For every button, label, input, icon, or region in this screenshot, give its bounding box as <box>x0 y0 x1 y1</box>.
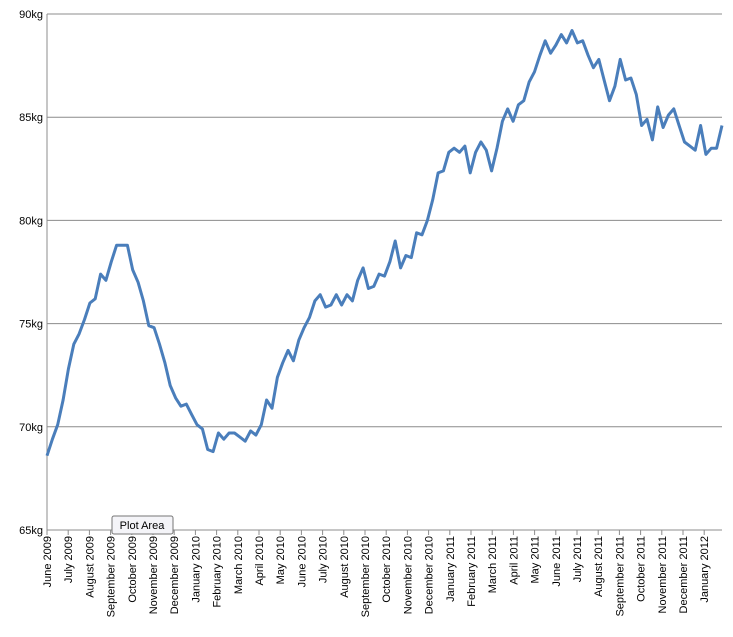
x-tick-label: June 2010 <box>296 536 308 587</box>
x-tick-label: October 2009 <box>127 536 139 603</box>
y-tick-label: 75kg <box>19 319 43 331</box>
x-tick-label: May 2010 <box>275 536 287 584</box>
x-tick-label: December 2009 <box>169 536 181 614</box>
x-tick-label: October 2011 <box>636 536 648 602</box>
x-tick-label: October 2010 <box>381 536 393 603</box>
y-tick-label: 80kg <box>19 215 43 227</box>
x-tick-label: September 2010 <box>360 536 372 617</box>
x-tick-label: November 2011 <box>657 536 669 613</box>
x-tick-label: March 2011 <box>487 536 499 593</box>
x-tick-label: February 2010 <box>212 536 224 608</box>
x-tick-label: November 2009 <box>148 536 160 614</box>
x-tick-label: April 2010 <box>254 536 266 586</box>
x-tick-label: March 2010 <box>233 536 245 594</box>
tooltip-text: Plot Area <box>120 520 166 532</box>
y-tick-label: 65kg <box>19 525 43 537</box>
y-tick-label: 85kg <box>19 112 43 124</box>
y-tick-label: 70kg <box>19 422 43 434</box>
x-tick-label: May 2011 <box>530 536 542 584</box>
x-tick-label: November 2010 <box>402 536 414 614</box>
x-tick-label: August 2011 <box>593 536 605 597</box>
x-tick-label: February 2011 <box>466 536 478 607</box>
x-tick-label: August 2010 <box>339 536 351 598</box>
x-tick-label: January 2012 <box>699 536 711 603</box>
x-tick-label: September 2009 <box>106 536 118 617</box>
x-tick-label: July 2009 <box>63 536 75 583</box>
tooltip-box <box>111 515 174 535</box>
x-tick-label: April 2011 <box>508 536 520 585</box>
x-tick-label: January 2010 <box>190 536 202 603</box>
tooltip: Plot Area <box>111 515 174 535</box>
x-tick-label: August 2009 <box>84 536 96 598</box>
y-tick-label: 90kg <box>19 9 43 21</box>
x-tick-label: July 2010 <box>318 536 330 583</box>
x-tick-label: January 2011 <box>445 536 457 602</box>
x-tick-label: December 2010 <box>424 536 436 614</box>
x-tick-label: July 2011 <box>572 536 584 582</box>
x-tick-label: September 2011 <box>614 536 626 617</box>
x-tick-label: June 2011 <box>551 536 563 587</box>
x-tick-label: December 2011 <box>678 536 690 613</box>
data-line <box>45 29 724 457</box>
x-tick-label: June 2009 <box>42 536 54 587</box>
